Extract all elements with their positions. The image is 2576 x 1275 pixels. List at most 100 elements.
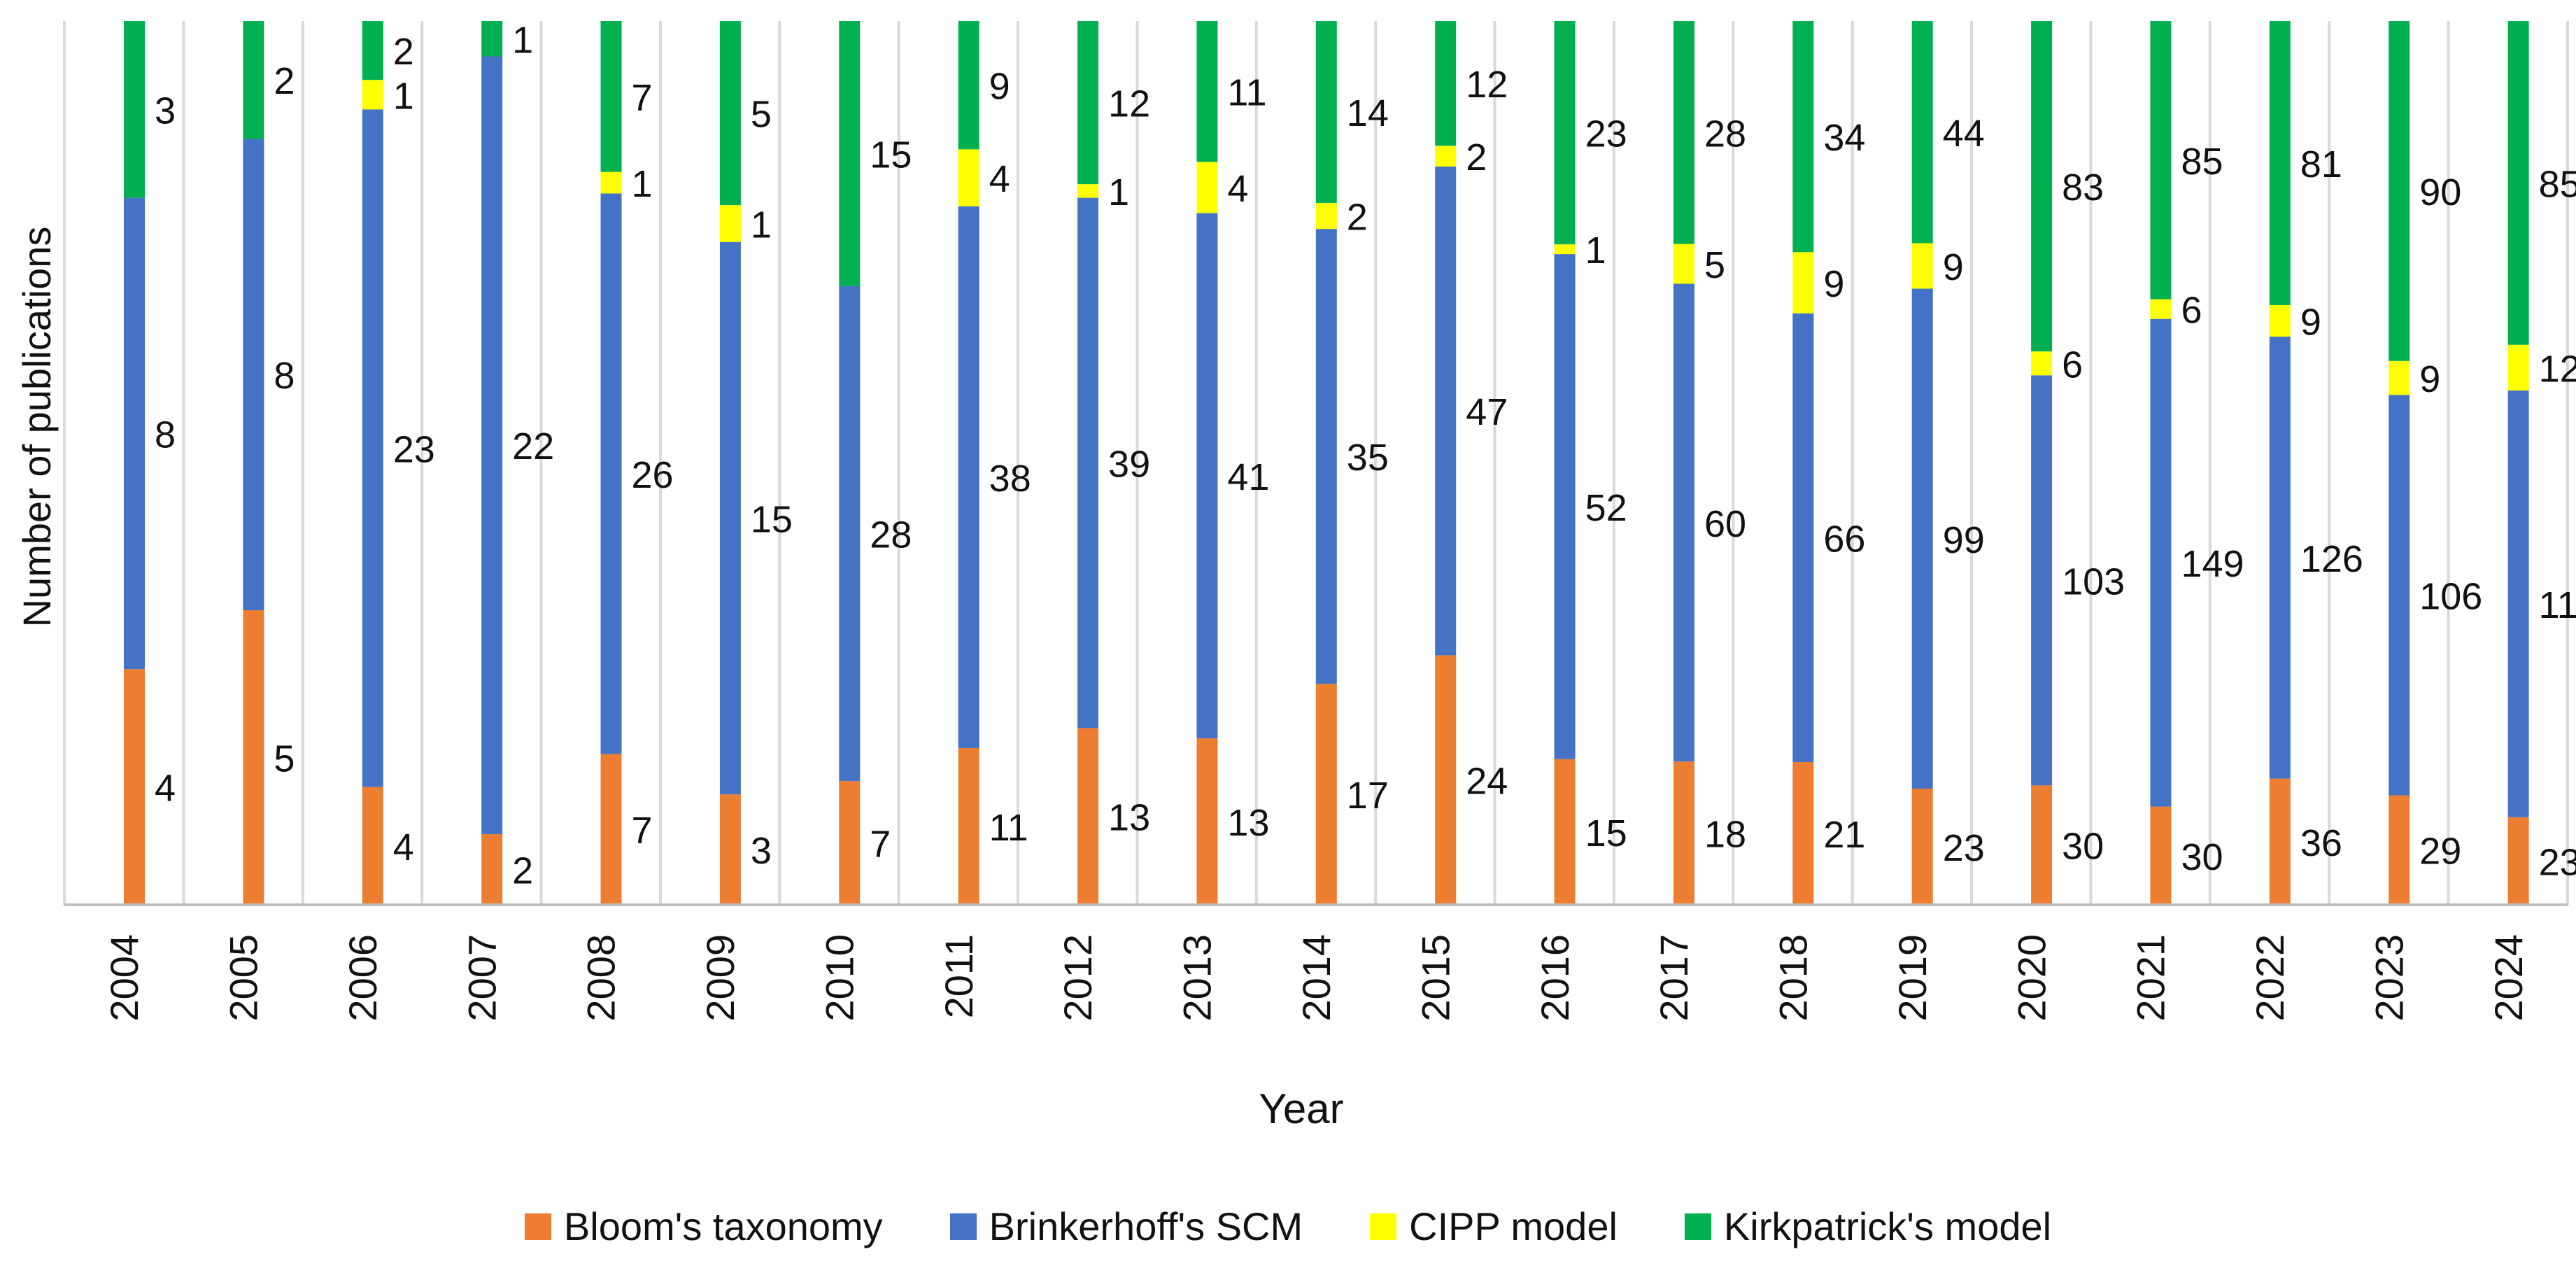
x-tick-label-2009: 2009	[698, 934, 742, 1022]
data-label-brinkerhoff-s-scm-2016: 52	[1585, 487, 1627, 529]
x-tick-label-2008: 2008	[579, 934, 623, 1022]
data-label-bloom-s-taxonomy-2012: 13	[1108, 797, 1150, 839]
bar-segment-cipp-model-2016	[1554, 244, 1576, 255]
data-label-brinkerhoff-s-scm-2015: 47	[1466, 391, 1508, 433]
bar-segment-bloom-s-taxonomy-2022	[2269, 778, 2291, 905]
x-tick-label-2007: 2007	[460, 934, 504, 1022]
bar-segment-brinkerhoff-s-scm-2020	[2031, 375, 2053, 786]
bar-segment-kirkpatrick-s-model-2009	[719, 21, 741, 206]
bar-segment-cipp-model-2008	[600, 171, 622, 194]
data-label-kirkpatrick-s-model-2018: 34	[1823, 117, 1865, 159]
data-label-kirkpatrick-s-model-2013: 11	[1227, 72, 1266, 114]
data-label-brinkerhoff-s-scm-2005: 8	[274, 355, 295, 397]
bar-segment-brinkerhoff-s-scm-2015	[1435, 167, 1457, 656]
bar-segment-brinkerhoff-s-scm-2010	[839, 286, 861, 782]
bar-segment-bloom-s-taxonomy-2011	[958, 747, 979, 905]
bar-segment-bloom-s-taxonomy-2021	[2150, 806, 2172, 905]
bar-segment-bloom-s-taxonomy-2024	[2507, 817, 2529, 905]
data-labels-layer: 4835824231222217261731515728151138491339…	[155, 19, 2576, 892]
bar-segment-kirkpatrick-s-model-2015	[1435, 21, 1457, 146]
data-label-kirkpatrick-s-model-2012: 12	[1108, 83, 1150, 125]
data-label-bloom-s-taxonomy-2015: 24	[1466, 761, 1508, 803]
bar-segment-kirkpatrick-s-model-2013	[1196, 21, 1218, 162]
bar-segment-bloom-s-taxonomy-2012	[1077, 728, 1099, 905]
bar-segment-bloom-s-taxonomy-2004	[124, 669, 145, 905]
bar-segment-cipp-model-2009	[719, 205, 741, 242]
data-label-bloom-s-taxonomy-2022: 36	[2300, 822, 2342, 864]
bar-segment-kirkpatrick-s-model-2004	[124, 21, 145, 198]
bar-segment-brinkerhoff-s-scm-2007	[481, 56, 503, 834]
data-label-brinkerhoff-s-scm-2014: 35	[1347, 437, 1389, 479]
data-label-brinkerhoff-s-scm-2022: 126	[2300, 538, 2363, 580]
data-label-bloom-s-taxonomy-2008: 7	[632, 810, 653, 852]
data-label-bloom-s-taxonomy-2007: 2	[512, 850, 533, 892]
bar-segment-kirkpatrick-s-model-2016	[1554, 21, 1576, 245]
bar-segment-cipp-model-2014	[1315, 203, 1337, 230]
data-label-bloom-s-taxonomy-2020: 30	[2062, 826, 2104, 868]
bar-segment-bloom-s-taxonomy-2018	[1792, 761, 1814, 905]
bar-segment-brinkerhoff-s-scm-2018	[1792, 313, 1814, 762]
x-tick-label-2017: 2017	[1652, 934, 1696, 1022]
legend-swatch-blooms-taxonomy	[524, 1213, 551, 1240]
x-tick-label-2013: 2013	[1175, 934, 1219, 1022]
bar-segment-brinkerhoff-s-scm-2009	[719, 241, 741, 795]
data-label-bloom-s-taxonomy-2005: 5	[274, 738, 295, 780]
bar-segment-bloom-s-taxonomy-2016	[1554, 759, 1576, 905]
bar-segment-cipp-model-2017	[1673, 244, 1694, 284]
data-label-brinkerhoff-s-scm-2013: 41	[1227, 456, 1269, 498]
bar-segment-kirkpatrick-s-model-2017	[1673, 21, 1694, 244]
bar-segment-cipp-model-2018	[1792, 252, 1814, 314]
data-label-kirkpatrick-s-model-2008: 7	[632, 77, 653, 119]
data-label-cipp-model-2021: 6	[2181, 290, 2202, 332]
data-label-bloom-s-taxonomy-2018: 21	[1823, 814, 1865, 856]
x-tick-label-2023: 2023	[2367, 934, 2411, 1022]
bar-segment-cipp-model-2021	[2150, 299, 2172, 319]
data-label-kirkpatrick-s-model-2009: 5	[751, 94, 772, 136]
bar-segment-brinkerhoff-s-scm-2005	[243, 139, 264, 610]
legend-label-brinkerhoffs-scm: Brinkerhoff's SCM	[989, 1204, 1303, 1248]
data-label-bloom-s-taxonomy-2009: 3	[751, 830, 772, 872]
x-tick-label-2015: 2015	[1413, 934, 1457, 1022]
x-tick-label-2011: 2011	[937, 934, 981, 1018]
bar-segment-cipp-model-2022	[2269, 304, 2291, 337]
legend-item-kirkpatricks-model: Kirkpatrick's model	[1684, 1204, 2051, 1249]
data-label-kirkpatrick-s-model-2011: 9	[989, 66, 1010, 108]
data-label-kirkpatrick-s-model-2023: 90	[2419, 171, 2461, 213]
data-label-brinkerhoff-s-scm-2020: 103	[2062, 561, 2125, 603]
data-label-cipp-model-2008: 1	[632, 163, 653, 205]
legend-label-cipp-model: CIPP model	[1409, 1204, 1618, 1248]
legend-item-blooms-taxonomy: Bloom's taxonomy	[524, 1204, 883, 1249]
data-label-bloom-s-taxonomy-2014: 17	[1347, 775, 1389, 817]
legend-swatch-cipp-model	[1370, 1213, 1397, 1240]
bar-segment-brinkerhoff-s-scm-2023	[2389, 395, 2410, 796]
bar-segment-bloom-s-taxonomy-2019	[1911, 789, 1933, 905]
x-tick-label-2004: 2004	[102, 934, 146, 1022]
bar-segment-bloom-s-taxonomy-2007	[481, 833, 503, 905]
data-label-bloom-s-taxonomy-2013: 13	[1227, 802, 1269, 844]
bar-segment-kirkpatrick-s-model-2010	[839, 21, 861, 286]
x-tick-label-2010: 2010	[817, 934, 861, 1022]
legend-label-blooms-taxonomy: Bloom's taxonomy	[563, 1204, 883, 1248]
data-label-cipp-model-2017: 5	[1704, 244, 1725, 286]
x-axis-title: Year	[1259, 1085, 1343, 1132]
data-label-kirkpatrick-s-model-2010: 15	[870, 134, 912, 176]
bar-segment-kirkpatrick-s-model-2021	[2150, 21, 2172, 300]
data-label-cipp-model-2015: 2	[1466, 136, 1487, 178]
legend-swatch-kirkpatricks-model	[1684, 1213, 1711, 1240]
data-label-cipp-model-2016: 1	[1585, 230, 1606, 272]
data-label-bloom-s-taxonomy-2019: 23	[1943, 827, 1985, 869]
data-label-brinkerhoff-s-scm-2010: 28	[870, 514, 912, 556]
x-tick-label-2018: 2018	[1771, 934, 1816, 1022]
bar-segment-kirkpatrick-s-model-2011	[958, 21, 979, 150]
data-label-kirkpatrick-s-model-2022: 81	[2300, 143, 2342, 185]
data-label-brinkerhoff-s-scm-2011: 38	[989, 458, 1031, 500]
bar-segment-kirkpatrick-s-model-2020	[2031, 21, 2053, 352]
data-label-bloom-s-taxonomy-2021: 30	[2181, 836, 2223, 878]
bar-segment-brinkerhoff-s-scm-2011	[958, 206, 979, 748]
axis-layer: 2004 2005 2006 2007 2008 2009 2010 2011 2012 2013…	[64, 903, 2568, 1022]
bar-segment-brinkerhoff-s-scm-2024	[2507, 390, 2529, 817]
data-label-brinkerhoff-s-scm-2009: 15	[751, 498, 793, 540]
bar-segment-kirkpatrick-s-model-2018	[1792, 21, 1814, 253]
bar-segment-brinkerhoff-s-scm-2004	[124, 197, 145, 670]
